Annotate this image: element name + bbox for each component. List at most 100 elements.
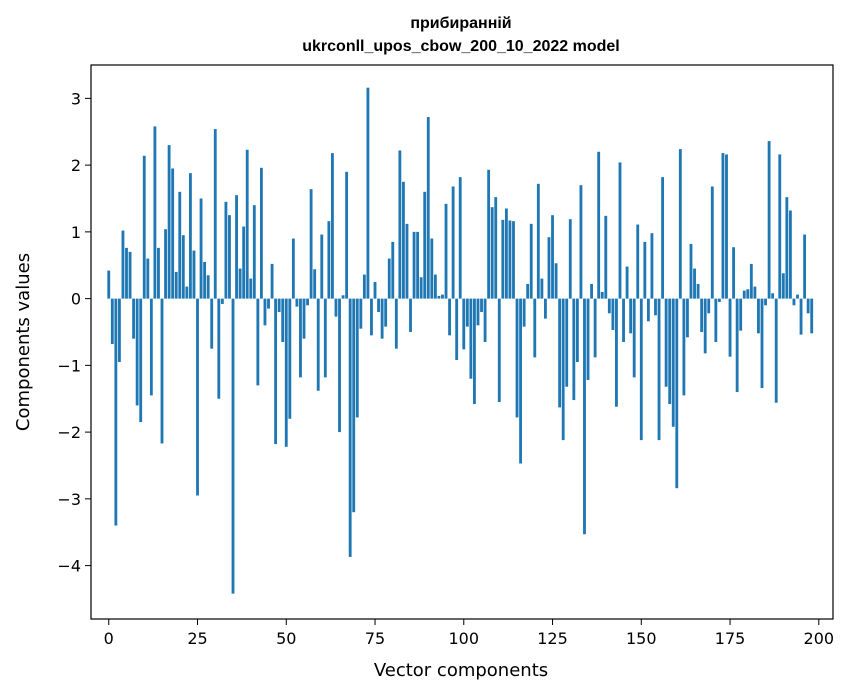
bar bbox=[323, 298, 327, 378]
bar bbox=[583, 298, 586, 535]
bar bbox=[412, 231, 416, 299]
bar bbox=[810, 298, 814, 334]
y-tick-label: 2 bbox=[71, 156, 81, 175]
bar bbox=[178, 191, 182, 299]
bar bbox=[781, 273, 785, 299]
y-tick-label: 0 bbox=[71, 290, 81, 309]
bar bbox=[284, 298, 288, 447]
bar bbox=[185, 286, 189, 299]
bar bbox=[256, 298, 260, 386]
bar bbox=[210, 298, 214, 349]
bar bbox=[362, 274, 366, 299]
bar bbox=[345, 171, 349, 299]
x-tick-label: 100 bbox=[449, 629, 480, 648]
bar bbox=[267, 298, 270, 309]
bar bbox=[139, 298, 143, 423]
bar bbox=[689, 243, 693, 299]
bar bbox=[526, 283, 530, 299]
bar bbox=[764, 298, 767, 306]
bar bbox=[749, 263, 753, 299]
bar bbox=[288, 298, 292, 419]
bar bbox=[398, 150, 402, 299]
bar bbox=[135, 298, 139, 406]
bar bbox=[430, 238, 434, 299]
bar bbox=[558, 298, 562, 408]
bar bbox=[590, 283, 593, 299]
bar bbox=[661, 177, 665, 299]
bar bbox=[533, 298, 537, 358]
y-tick-label: −3 bbox=[57, 490, 81, 509]
y-axis-label: Components values bbox=[13, 253, 34, 431]
bar bbox=[224, 201, 228, 299]
bar bbox=[473, 298, 476, 405]
chart-title: прибиранній bbox=[410, 15, 511, 32]
bar bbox=[217, 298, 221, 399]
bar bbox=[760, 298, 764, 389]
bar bbox=[593, 298, 597, 358]
bar bbox=[153, 126, 157, 299]
bar bbox=[788, 210, 792, 299]
bar bbox=[462, 298, 466, 350]
bar bbox=[249, 278, 253, 299]
bar bbox=[572, 298, 576, 401]
bar bbox=[405, 223, 409, 299]
x-tick-label: 25 bbox=[187, 629, 207, 648]
bar bbox=[686, 298, 689, 338]
bar bbox=[302, 298, 306, 339]
bar bbox=[547, 237, 551, 299]
bar bbox=[671, 298, 675, 427]
bar bbox=[654, 298, 657, 316]
bar bbox=[259, 167, 263, 299]
bar bbox=[643, 241, 647, 299]
bar bbox=[757, 298, 760, 334]
bar bbox=[334, 298, 338, 317]
bar bbox=[402, 181, 405, 299]
bar bbox=[245, 149, 249, 299]
bars-group bbox=[107, 87, 814, 594]
bar bbox=[551, 215, 554, 299]
bar bbox=[778, 154, 782, 299]
bar bbox=[710, 186, 714, 299]
y-tick-label: −4 bbox=[57, 557, 81, 576]
bar bbox=[639, 298, 643, 441]
bar bbox=[636, 224, 640, 299]
bar bbox=[490, 207, 494, 299]
bar bbox=[678, 149, 682, 299]
bar bbox=[213, 129, 217, 299]
bar bbox=[181, 235, 185, 299]
x-tick-label: 200 bbox=[804, 629, 835, 648]
bar bbox=[203, 261, 207, 299]
bar bbox=[448, 298, 451, 336]
bar bbox=[732, 247, 736, 299]
bar bbox=[444, 203, 448, 299]
bar bbox=[703, 298, 707, 354]
bar bbox=[451, 186, 455, 299]
bar bbox=[725, 154, 728, 299]
bar bbox=[320, 234, 324, 299]
bar bbox=[746, 289, 750, 299]
bar bbox=[313, 269, 317, 299]
y-tick-label: 1 bbox=[71, 223, 81, 242]
bar bbox=[341, 295, 345, 299]
bar bbox=[504, 208, 508, 299]
bar bbox=[238, 268, 242, 299]
bar bbox=[700, 298, 704, 332]
bar bbox=[291, 238, 295, 299]
bar bbox=[316, 298, 320, 391]
bar bbox=[164, 229, 167, 299]
bar bbox=[607, 298, 611, 314]
bar bbox=[753, 286, 757, 299]
y-tick-label: −1 bbox=[57, 356, 81, 375]
bar bbox=[359, 298, 363, 329]
bar bbox=[125, 247, 128, 299]
bar bbox=[483, 298, 487, 342]
bar bbox=[338, 298, 341, 433]
bar bbox=[774, 298, 778, 403]
bar bbox=[625, 266, 629, 299]
bar bbox=[803, 234, 807, 299]
bar bbox=[373, 281, 377, 299]
bar bbox=[235, 195, 238, 299]
bar bbox=[132, 298, 136, 339]
bar bbox=[377, 298, 380, 312]
bar bbox=[391, 241, 395, 299]
